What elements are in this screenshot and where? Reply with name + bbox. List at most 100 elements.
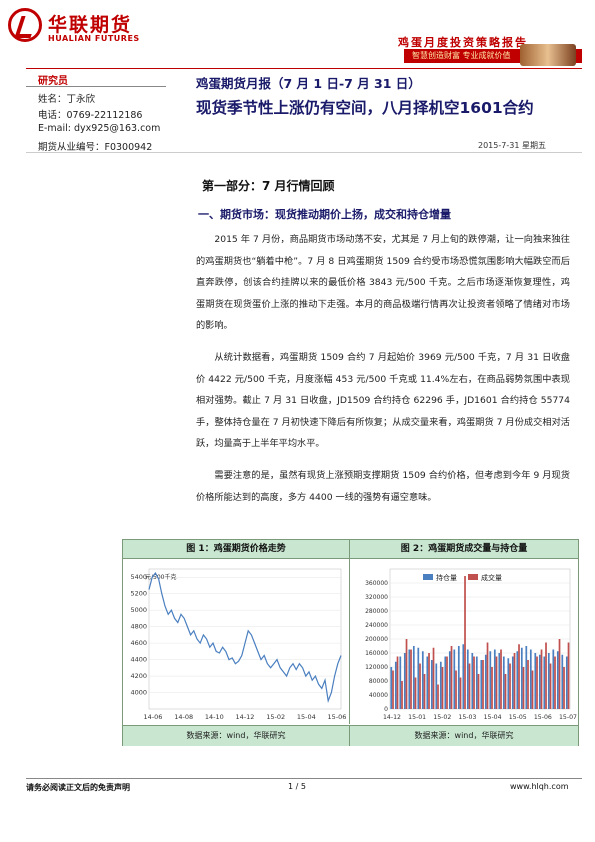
footer-divider: [26, 778, 582, 779]
chart2-bar-volume: [513, 653, 516, 709]
fig2-panel: 0 40000 80000 120000 160000 200000 240000 28000…: [350, 559, 578, 724]
report-series-title: 鸡蛋月度投资策略报告: [398, 36, 528, 49]
chart2-bar-oi: [498, 653, 501, 709]
chart2-bar-volume: [419, 663, 421, 709]
chart2-bar-volume: [428, 653, 430, 709]
report-subtitle: 现货季节性上涨仍有空间，八月择机空1601合约: [196, 99, 534, 117]
chart2-x-tick-label: 15-02: [433, 714, 451, 721]
chart2-bar-oi: [457, 646, 460, 709]
chart2-bar-volume: [567, 642, 570, 709]
chart2-bar-oi: [453, 649, 456, 709]
chart2-y-tick-label: 320000: [365, 594, 388, 601]
chart2-bar-volume: [455, 670, 457, 709]
chart2-bar-volume: [509, 663, 511, 709]
chart2-bar-oi: [421, 651, 424, 709]
chart2-bar-oi: [507, 658, 510, 709]
chart2-bar-oi: [543, 656, 546, 709]
chart2-x-tick-label: 15-07: [559, 714, 577, 721]
brand-logo-icon: [8, 8, 42, 42]
chart2-bar-oi: [462, 644, 465, 709]
paragraph-3: 需要注意的是，虽然有现货上涨预期支撑期货 1509 合约价格，但考虑到今年 9 …: [196, 470, 570, 503]
date-divider: [26, 152, 582, 153]
chart2-bar-volume: [401, 681, 403, 709]
chart2-bar-volume: [441, 667, 444, 709]
chart2-y-tick-label: 360000: [365, 580, 388, 587]
chart2-bar-oi: [475, 656, 478, 709]
chart1-y-tick-label: 4800: [130, 623, 147, 631]
chart2-bar-volume: [477, 674, 480, 709]
header-divider: [26, 68, 582, 69]
chart2-bar-oi: [426, 656, 429, 709]
analyst-label: 研究员: [38, 76, 68, 87]
chart2-x-tick-label: 15-04: [484, 714, 502, 721]
chart2-x-tick-label: 15-06: [534, 714, 552, 721]
chart2-bar-oi: [466, 649, 469, 709]
paragraph-1: 2015 年 7 月份，商品期货市场动荡不安，尤其是 7 月上旬的跌停潮，让一向…: [196, 234, 570, 331]
chart2-x-tick-label: 15-01: [408, 714, 426, 721]
chart1-x-tick-label: 15-02: [266, 713, 285, 721]
chart2-bar-oi: [556, 651, 559, 709]
report-date: 2015-7-31 星期五: [478, 141, 546, 150]
chart2-bar-oi: [502, 656, 505, 709]
chart2-bar-oi: [471, 653, 474, 709]
chart2-bar-volume: [518, 644, 520, 709]
chart2-y-tick-label: 160000: [365, 650, 388, 657]
chart2-bar-oi: [547, 653, 550, 709]
chart2-bar-volume: [450, 646, 453, 709]
chart2-bar-oi: [489, 651, 492, 709]
chart2-y-tick-label: 280000: [365, 608, 388, 615]
fig2-title: 图 2：鸡蛋期货成交量与持仓量: [350, 540, 578, 559]
chart2-y-tick-label: 240000: [365, 622, 388, 629]
page-number: 1 / 5: [288, 782, 306, 791]
chart2-x-tick-label: 14-12: [383, 714, 401, 721]
chart2-x-tick-label: 15-05: [509, 714, 527, 721]
chart2-bar-volume: [482, 660, 484, 709]
chart2-bar-volume: [558, 639, 561, 709]
section-title: 第一部分：7 月行情回顾: [202, 179, 335, 193]
paragraph-2: 从统计数据看，鸡蛋期货 1509 合约 7 月起始价 3969 元/500 千克…: [196, 352, 570, 449]
chart2-y-tick-label: 200000: [365, 636, 388, 643]
chart2-bar-oi: [538, 654, 541, 709]
chart2-bar-oi: [520, 647, 523, 709]
chart2-bar-volume: [504, 674, 507, 709]
chart2-bar-volume: [491, 667, 493, 709]
chart2-bar-oi: [511, 656, 514, 709]
chart2-bar-oi: [417, 647, 420, 709]
chart2-bar-volume: [549, 663, 552, 709]
slogan-text: 智慧创造财富 专业成就价值: [412, 51, 511, 60]
chart2-bar-volume: [540, 649, 543, 709]
chart1-y-tick-label: 4200: [130, 672, 147, 680]
footer-url[interactable]: www.hlqh.com: [510, 782, 569, 791]
chart2-bar-oi: [525, 646, 528, 709]
chart2-bar-oi: [448, 651, 451, 709]
chart2-bar-volume: [473, 656, 475, 709]
chart2-bar-oi: [516, 651, 519, 709]
chart2-bar-oi: [484, 654, 487, 709]
analyst-name: 姓名：丁永欣: [38, 94, 96, 105]
chart1-series-line: [148, 572, 342, 704]
chart2-bar-volume: [432, 647, 435, 709]
price-line-chart: 4000 4200 4400 4600 4800 5000 5200 5400 14-06 14…: [130, 568, 346, 721]
chart2-bar-oi: [444, 656, 447, 709]
chart2-bar-oi: [408, 649, 411, 709]
chart2-bar-oi: [390, 667, 393, 709]
chart2-bar-volume: [405, 639, 408, 709]
chart2-x-tick-label: 15-03: [458, 714, 476, 721]
chart2-bar-volume: [500, 649, 502, 709]
chart2-bar-oi: [439, 661, 442, 709]
fig1-title: 图 1：鸡蛋期货价格走势: [123, 540, 350, 559]
chart1-x-tick-label: 14-12: [236, 713, 255, 721]
chart1-x-tick-label: 14-08: [174, 713, 193, 721]
chart2-bar-oi: [430, 660, 433, 709]
chart2-bar-oi: [412, 646, 415, 709]
chart1-y-tick-label: 4000: [130, 689, 147, 697]
chart2-bar-oi: [565, 656, 568, 709]
chart2-bar-volume: [522, 667, 525, 709]
fig1-panel: 4000 4200 4400 4600 4800 5000 5200 5400 14-06 14…: [123, 559, 350, 724]
chart2-bar-volume: [396, 656, 399, 709]
brand-name-en: HUALIAN FUTURES: [48, 34, 140, 43]
chart2-bar-volume: [423, 674, 426, 709]
legend-label-oi: 持仓量: [436, 573, 457, 582]
chart2-y-tick-label: 40000: [369, 692, 388, 699]
chart2-bar-volume: [545, 642, 547, 709]
